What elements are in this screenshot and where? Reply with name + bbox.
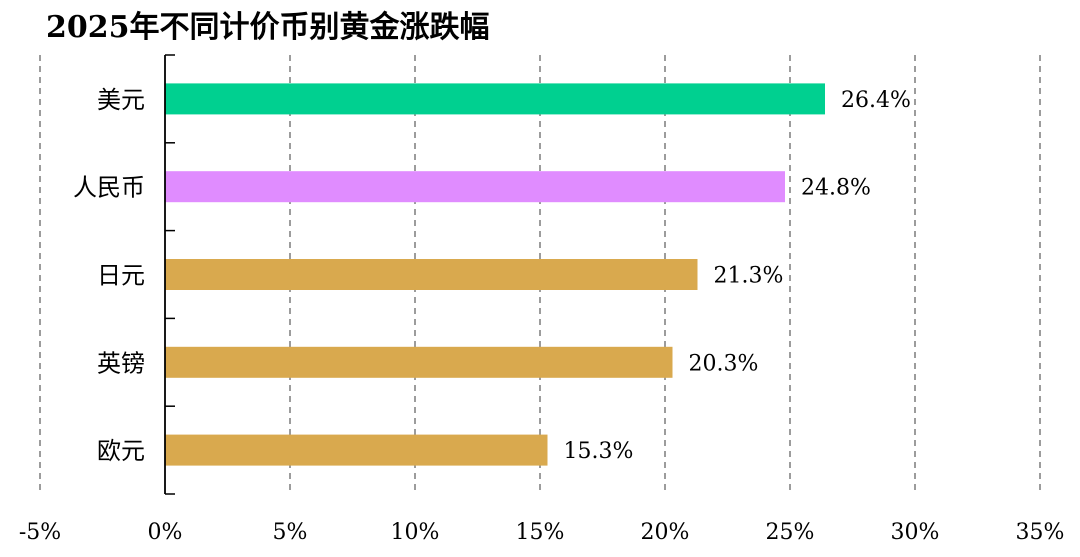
data-label: 26.4% [841, 88, 911, 113]
bar [165, 171, 785, 203]
x-tick-label: 35% [1016, 520, 1065, 545]
x-tick-label: 15% [516, 520, 565, 545]
bar [165, 434, 548, 466]
category-label: 英镑 [97, 349, 145, 377]
x-tick-label: 5% [273, 520, 308, 545]
category-label: 美元 [97, 86, 145, 114]
chart-title: 2025年不同计价币别黄金涨跌幅 [46, 10, 490, 45]
bar [165, 259, 698, 290]
data-label: 24.8% [801, 176, 871, 201]
bar [165, 346, 673, 378]
data-label: 21.3% [714, 264, 784, 289]
x-tick-label: 0% [148, 520, 183, 545]
data-label: 15.3% [564, 439, 634, 464]
x-tick-label: -5% [19, 520, 61, 545]
x-tick-label: 30% [891, 520, 940, 545]
category-label: 人民币 [73, 174, 145, 202]
data-label: 20.3% [689, 351, 759, 376]
category-label: 欧元 [97, 437, 145, 465]
x-tick-label: 20% [641, 520, 690, 545]
category-label: 日元 [97, 262, 145, 290]
x-tick-label: 25% [766, 520, 815, 545]
bar [165, 83, 825, 115]
x-tick-label: 10% [391, 520, 440, 545]
